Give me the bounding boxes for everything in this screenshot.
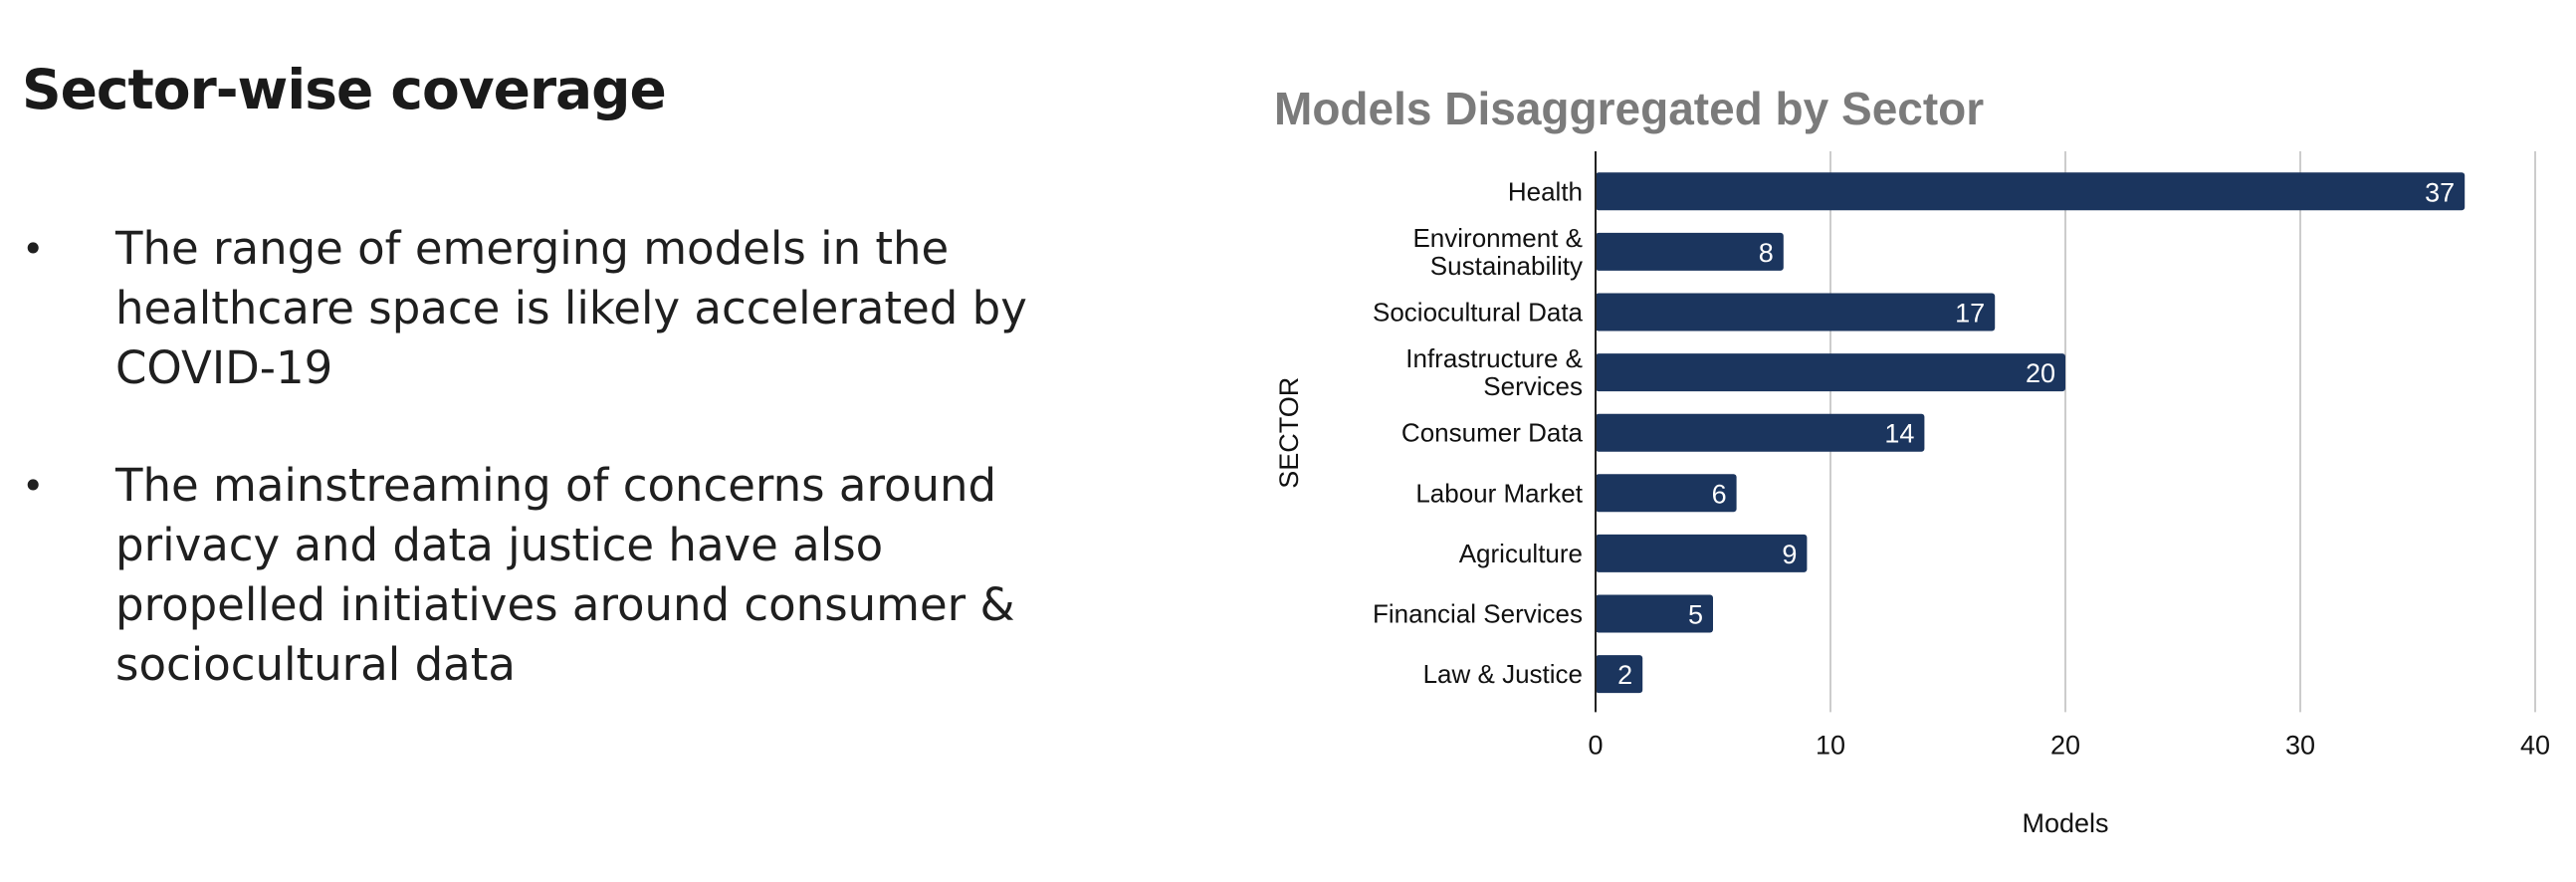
category-label: Agriculture <box>1459 539 1583 568</box>
slide-text-panel: Sector-wise coverage • The range of emer… <box>0 0 1155 882</box>
bar-data-label: 2 <box>1617 660 1632 690</box>
bar-data-label: 6 <box>1712 479 1727 509</box>
category-label-line: Environment & <box>1412 223 1583 253</box>
category-label: Environment & Sustainability <box>1412 223 1583 281</box>
category-label: Infrastructure & Services <box>1405 343 1583 401</box>
category-label-line: Labour Market <box>1415 478 1583 508</box>
bar <box>1596 172 2466 211</box>
category-label: Law & Justice <box>1423 659 1583 689</box>
chart-canvas: 0 10 20 30 40 37 Health 8 Environment & Sustainab… <box>1274 151 2550 838</box>
bullet-line: sociocultural data <box>115 638 516 691</box>
bar <box>1596 232 1784 271</box>
bullet-line: propelled initiatives around consumer & <box>115 578 1015 631</box>
bullet-line: healthcare space is likely accelerated b… <box>115 282 1027 334</box>
category-label-line: Sustainability <box>1430 251 1583 281</box>
category-label-line: Consumer Data <box>1401 418 1584 448</box>
bullet-item: • The range of emerging models in the he… <box>0 219 1095 398</box>
bullet-line: The mainstreaming of concerns around <box>115 459 997 512</box>
bar-data-label: 5 <box>1688 600 1703 630</box>
bar-data-label: 17 <box>1955 299 1985 329</box>
category-label: Health <box>1508 176 1583 206</box>
x-axis-label: Models <box>2022 808 2108 838</box>
category-label-line: Agriculture <box>1459 539 1583 568</box>
category-label-line: Infrastructure & <box>1405 343 1583 373</box>
bar-data-label: 20 <box>2026 358 2055 388</box>
slide-title: Sector-wise coverage <box>22 58 667 121</box>
bar <box>1596 474 1737 513</box>
category-label: Consumer Data <box>1401 418 1584 448</box>
category-label-line: Law & Justice <box>1423 659 1583 689</box>
chart-title: Models Disaggregated by Sector <box>1274 83 1985 134</box>
bullet-line: privacy and data justice have also <box>115 519 884 571</box>
y-axis-label: SECTOR <box>1274 377 1304 489</box>
category-label: Financial Services <box>1373 599 1583 629</box>
bullet-item: • The mainstreaming of concerns around p… <box>0 456 1095 695</box>
bullet-marker: • <box>22 227 45 271</box>
bullet-line: COVID-19 <box>115 341 333 394</box>
bar <box>1596 293 1996 331</box>
bar <box>1596 534 1808 572</box>
category-label-line: Health <box>1508 176 1583 206</box>
bar <box>1596 413 1925 452</box>
bar-data-label: 8 <box>1759 238 1774 268</box>
bar <box>1596 655 1643 694</box>
x-tick-label: 40 <box>2520 730 2550 760</box>
category-label: Sociocultural Data <box>1373 298 1584 328</box>
bullet-line: The range of emerging models in the <box>115 222 950 275</box>
bar <box>1596 353 2065 392</box>
x-tick-label: 10 <box>1816 730 1845 760</box>
bar-chart: Models Disaggregated by Sector 0 10 20 30 40… <box>1254 60 2576 882</box>
category-label-line: Financial Services <box>1373 599 1583 629</box>
category-label-line: Sociocultural Data <box>1373 298 1584 328</box>
bullet-list: • The range of emerging models in the he… <box>0 219 1095 753</box>
bar-data-label: 37 <box>2425 177 2455 207</box>
x-tick-label: 20 <box>2050 730 2080 760</box>
bar-data-label: 14 <box>1884 419 1914 449</box>
bar <box>1596 594 1713 633</box>
category-label: Labour Market <box>1415 478 1583 508</box>
bullet-marker: • <box>22 464 45 508</box>
bar-data-label: 9 <box>1782 540 1797 569</box>
x-tick-label: 0 <box>1588 730 1603 760</box>
category-label-line: Services <box>1483 371 1583 401</box>
x-tick-label: 30 <box>2285 730 2315 760</box>
